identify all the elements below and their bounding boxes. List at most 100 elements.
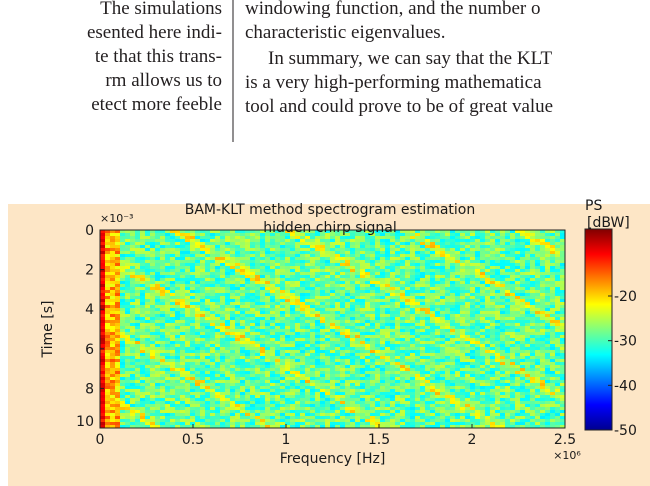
- spectrogram-cell: [320, 320, 325, 323]
- spectrogram-cell: [465, 374, 470, 377]
- spectrogram-cell: [275, 368, 280, 371]
- spectrogram-cell: [450, 275, 455, 278]
- spectrogram-cell: [480, 260, 485, 263]
- spectrogram-cell: [260, 254, 265, 257]
- spectrogram-cell: [400, 314, 405, 317]
- spectrogram-cell: [445, 248, 450, 251]
- spectrogram-cell: [150, 242, 155, 245]
- spectrogram-cell: [360, 284, 365, 287]
- spectrogram-cell: [545, 299, 550, 302]
- spectrogram-cell: [110, 341, 115, 344]
- spectrogram-cell: [160, 389, 165, 392]
- spectrogram-cell: [420, 338, 425, 341]
- spectrogram-cell: [445, 278, 450, 281]
- spectrogram-cell: [515, 272, 520, 275]
- spectrogram-cell: [430, 380, 435, 383]
- spectrogram-cell: [550, 374, 555, 377]
- spectrogram-cell: [460, 311, 465, 314]
- spectrogram-cell: [180, 275, 185, 278]
- spectrogram-cell: [100, 230, 105, 233]
- spectrogram-cell: [260, 332, 265, 335]
- spectrogram-cell: [435, 272, 440, 275]
- spectrogram-cell: [225, 287, 230, 290]
- spectrogram-cell: [435, 374, 440, 377]
- spectrogram-cell: [410, 383, 415, 386]
- spectrogram-cell: [210, 245, 215, 248]
- spectrogram-cell: [165, 236, 170, 239]
- spectrogram-cell: [500, 275, 505, 278]
- spectrogram-cell: [140, 356, 145, 359]
- spectrogram-cell: [335, 383, 340, 386]
- spectrogram-cell: [230, 374, 235, 377]
- spectrogram-cell: [215, 266, 220, 269]
- spectrogram-cell: [495, 278, 500, 281]
- spectrogram-cell: [190, 248, 195, 251]
- spectrogram-cell: [390, 365, 395, 368]
- spectrogram-cell: [540, 326, 545, 329]
- spectrogram-cell: [275, 389, 280, 392]
- spectrogram-cell: [240, 290, 245, 293]
- spectrogram-cell: [550, 257, 555, 260]
- spectrogram-cell: [515, 284, 520, 287]
- spectrogram-cell: [470, 314, 475, 317]
- spectrogram-cell: [270, 248, 275, 251]
- spectrogram-cell: [425, 362, 430, 365]
- spectrogram-cell: [100, 266, 105, 269]
- spectrogram-cell: [360, 371, 365, 374]
- spectrogram-cell: [400, 257, 405, 260]
- spectrogram-cell: [200, 254, 205, 257]
- spectrogram-cell: [540, 305, 545, 308]
- spectrogram-cell: [410, 353, 415, 356]
- spectrogram-cell: [380, 251, 385, 254]
- spectrogram-cell: [260, 362, 265, 365]
- spectrogram-cell: [195, 356, 200, 359]
- spectrogram-cell: [500, 263, 505, 266]
- spectrogram-cell: [430, 287, 435, 290]
- spectrogram-cell: [380, 338, 385, 341]
- spectrogram-cell: [330, 308, 335, 311]
- spectrogram-cell: [430, 341, 435, 344]
- spectrogram-cell: [230, 287, 235, 290]
- spectrogram-cell: [160, 263, 165, 266]
- spectrogram-cell: [495, 320, 500, 323]
- spectrogram-cell: [530, 260, 535, 263]
- spectrogram-cell: [535, 311, 540, 314]
- spectrogram-cell: [365, 326, 370, 329]
- spectrogram-cell: [190, 308, 195, 311]
- spectrogram-cell: [135, 314, 140, 317]
- spectrogram-cell: [550, 347, 555, 350]
- spectrogram-cell: [145, 311, 150, 314]
- spectrogram-cell: [455, 245, 460, 248]
- spectrogram-cell: [545, 239, 550, 242]
- spectrogram-cell: [140, 374, 145, 377]
- spectrogram-cell: [445, 311, 450, 314]
- spectrogram-cell: [355, 296, 360, 299]
- spectrogram-cell: [245, 242, 250, 245]
- spectrogram-cell: [245, 380, 250, 383]
- spectrogram-cell: [160, 380, 165, 383]
- spectrogram-cell: [275, 269, 280, 272]
- spectrogram-cell: [155, 296, 160, 299]
- spectrogram-cell: [550, 284, 555, 287]
- spectrogram-cell: [115, 278, 120, 281]
- spectrogram-cell: [540, 341, 545, 344]
- spectrogram-cell: [280, 278, 285, 281]
- spectrogram-cell: [495, 230, 500, 233]
- spectrogram-cell: [420, 362, 425, 365]
- spectrogram-cell: [215, 239, 220, 242]
- spectrogram-cell: [530, 287, 535, 290]
- spectrogram-cell: [515, 302, 520, 305]
- spectrogram-cell: [380, 230, 385, 233]
- spectrogram-cell: [255, 326, 260, 329]
- spectrogram-cell: [480, 317, 485, 320]
- spectrogram-cell: [505, 242, 510, 245]
- spectrogram-cell: [155, 353, 160, 356]
- spectrogram-cell: [415, 368, 420, 371]
- spectrogram-cell: [335, 257, 340, 260]
- spectrogram-cell: [495, 323, 500, 326]
- spectrogram-cell: [560, 254, 565, 257]
- spectrogram-cell: [405, 341, 410, 344]
- spectrogram-cell: [230, 305, 235, 308]
- spectrogram-cell: [130, 362, 135, 365]
- spectrogram-cell: [235, 290, 240, 293]
